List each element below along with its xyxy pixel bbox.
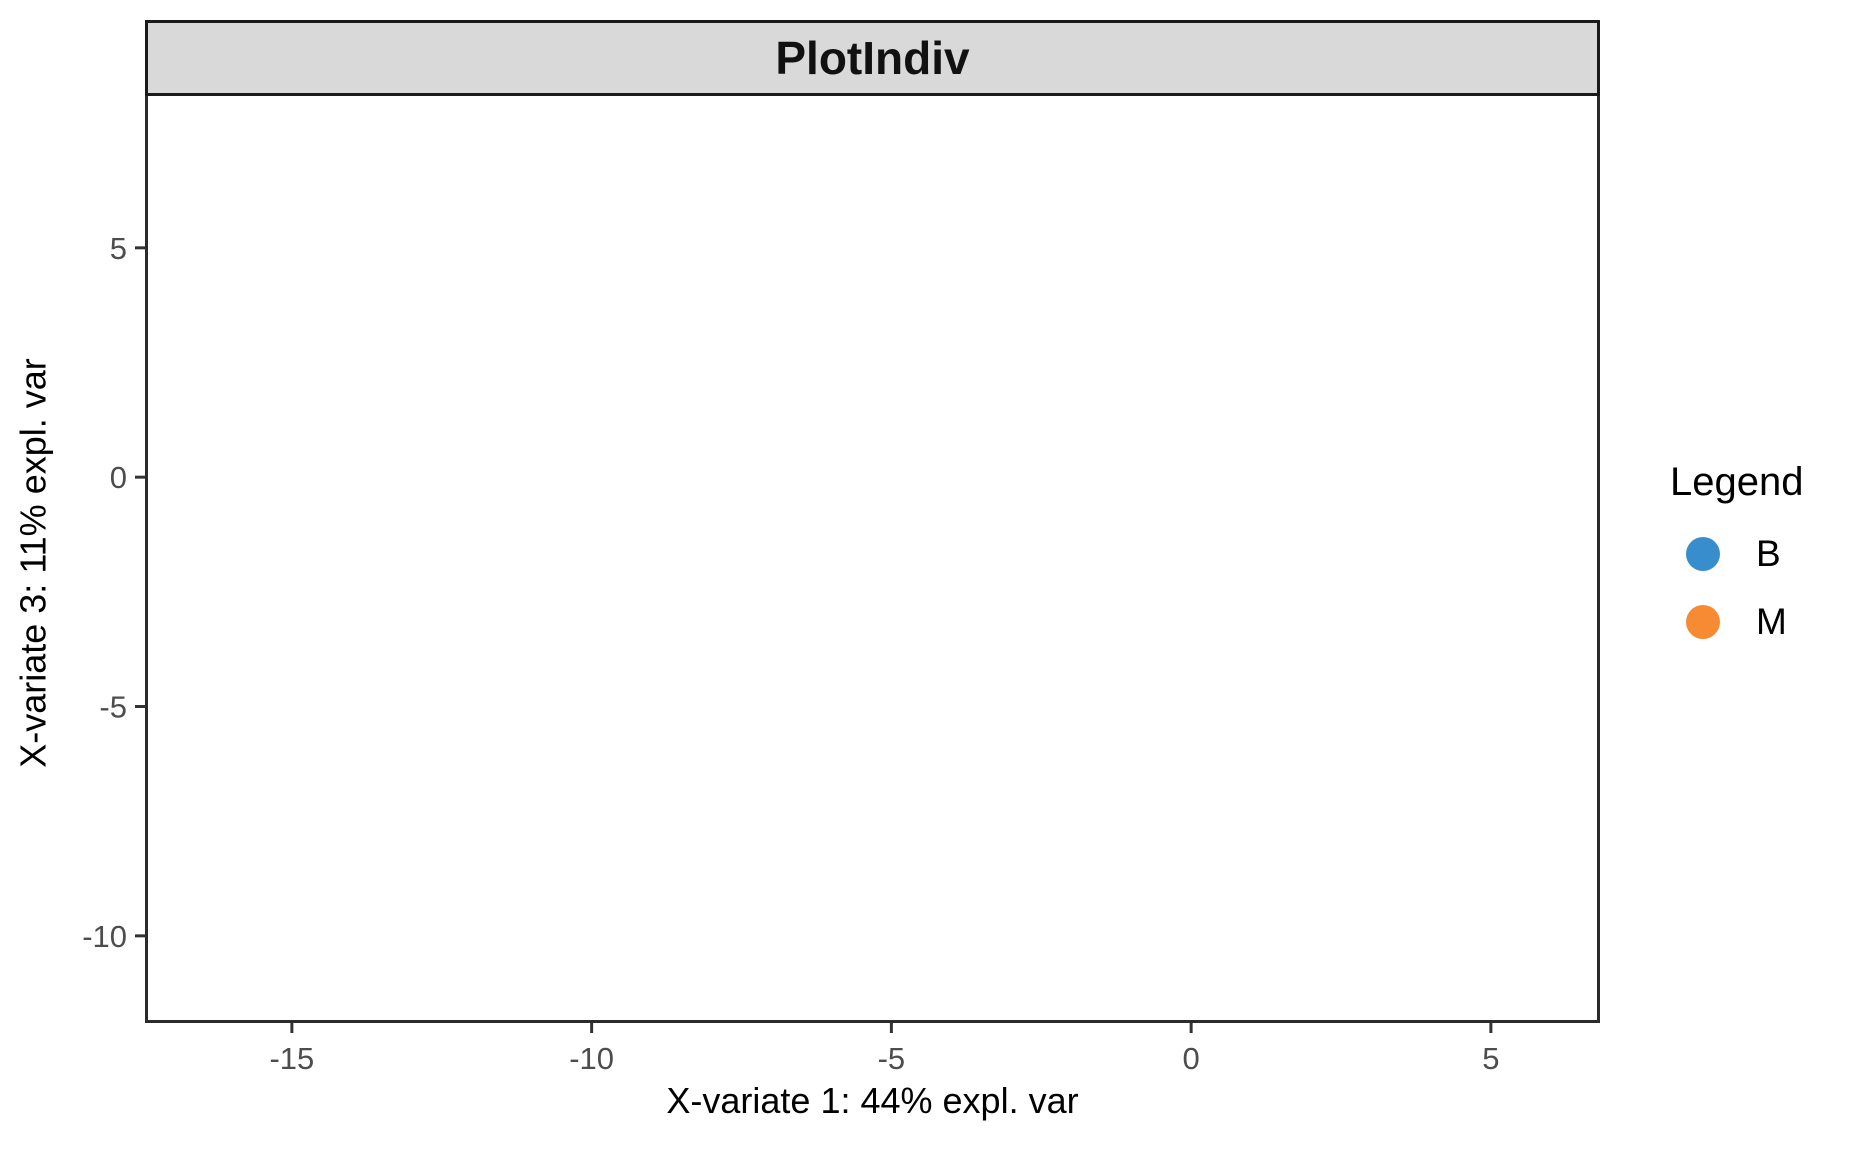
legend-swatch-m-icon (1686, 605, 1720, 639)
chart-title: PlotIndiv (775, 32, 970, 84)
x-axis-title: X-variate 1: 44% expl. var (666, 1080, 1079, 1121)
y-tick-label: 5 (110, 231, 127, 266)
legend-label-b: B (1756, 533, 1781, 574)
title-strip: PlotIndiv (145, 20, 1600, 96)
x-tick-label: -5 (878, 1041, 906, 1076)
x-tick-label: -15 (269, 1041, 314, 1076)
x-tick-label: 5 (1482, 1041, 1499, 1076)
legend-entry-m: M (1652, 601, 1862, 643)
legend-entry-b: B (1652, 533, 1862, 575)
legend-swatch-b-icon (1686, 537, 1720, 571)
plot-panel-border (145, 96, 1600, 1023)
x-tick-label: 0 (1183, 1041, 1200, 1076)
y-tick-label: 0 (110, 460, 127, 495)
x-tick-label: -10 (569, 1041, 614, 1076)
y-tick-label: -5 (99, 690, 127, 725)
y-tick-label: -10 (82, 919, 127, 954)
legend: Legend B M (1652, 460, 1862, 669)
y-axis-title: X-variate 3: 11% expl. var (12, 358, 54, 768)
legend-label-m: M (1756, 601, 1787, 642)
legend-title: Legend (1670, 460, 1804, 504)
